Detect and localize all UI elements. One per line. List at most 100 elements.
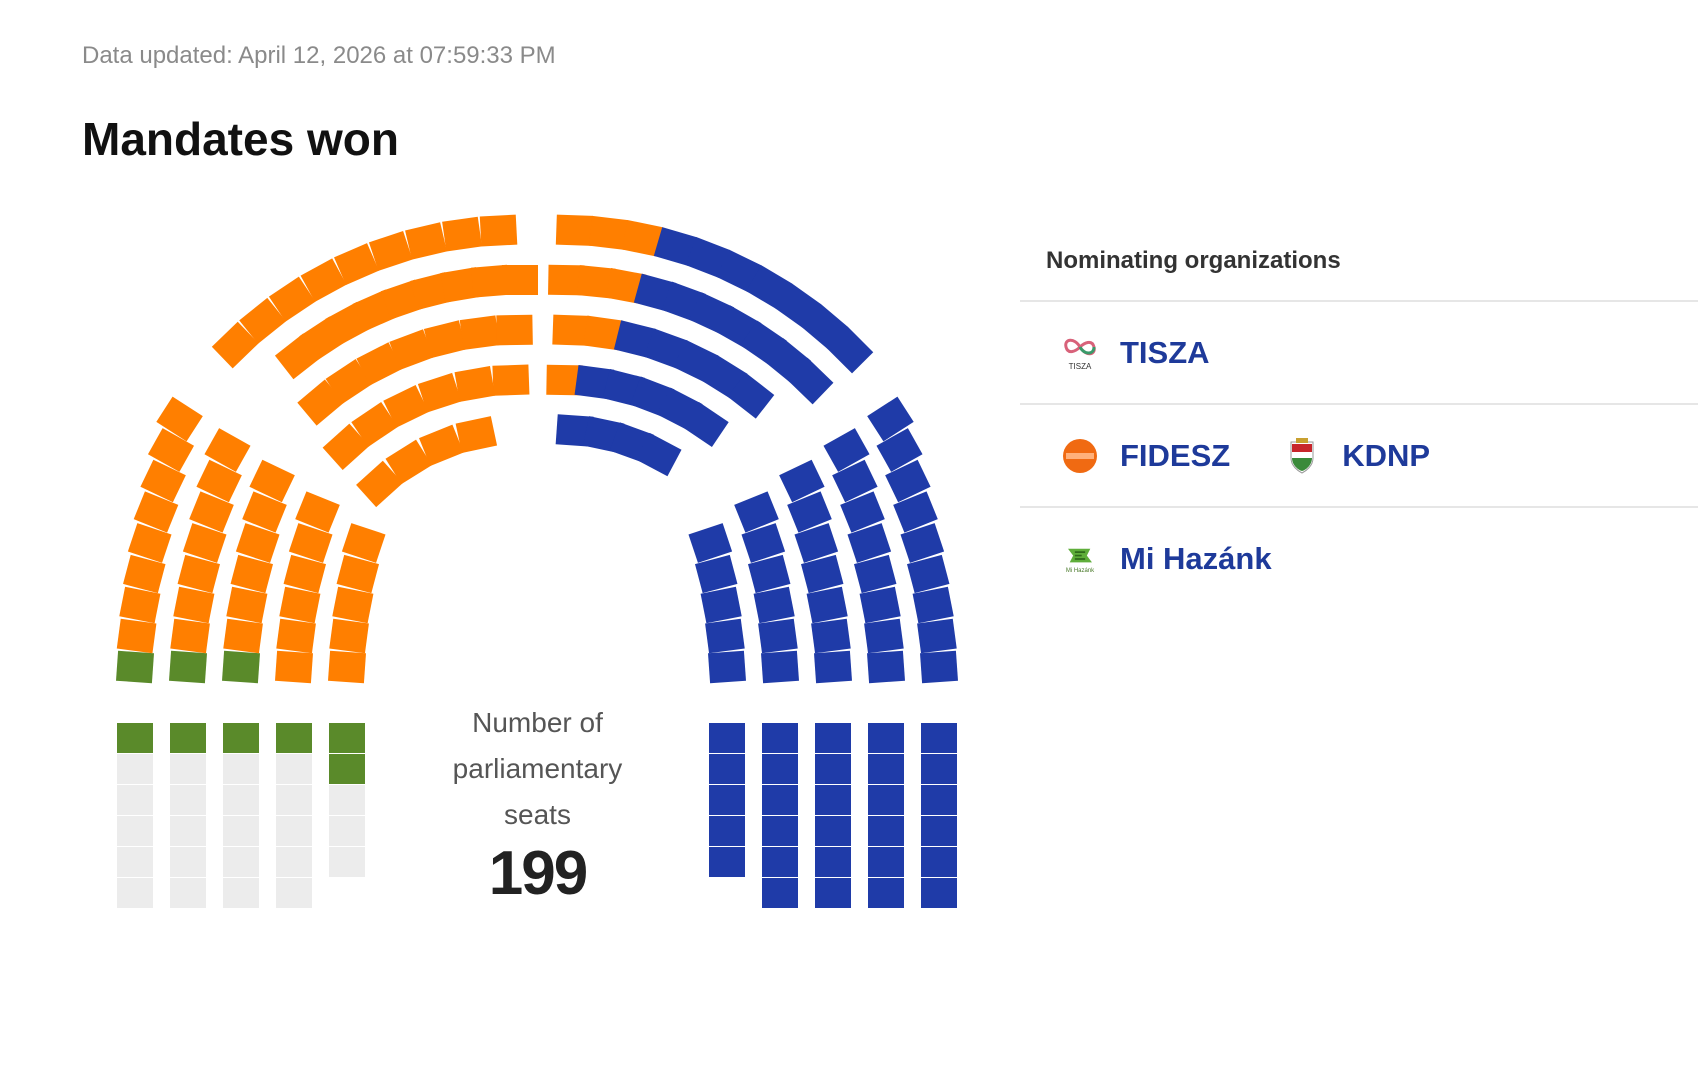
seat [576, 265, 616, 299]
seat [762, 847, 798, 877]
legend-row-fidesz-kdnp: FIDESZ KDNP [1020, 405, 1698, 508]
seat [786, 357, 834, 405]
seat [555, 214, 593, 246]
seats-total-label: Number of parliamentary seats [410, 700, 665, 838]
seat [823, 428, 870, 472]
seat [779, 459, 825, 503]
seat [196, 459, 242, 503]
seat [867, 396, 914, 442]
seat [329, 785, 365, 815]
kdnp-shield-logo-icon [1278, 436, 1326, 476]
seat [389, 329, 434, 370]
seat [734, 491, 779, 533]
seat [329, 847, 365, 877]
seat [221, 650, 261, 684]
seats-label-line: parliamentary [452, 753, 623, 784]
seat [170, 816, 206, 846]
seat [276, 785, 312, 815]
seat [440, 267, 481, 303]
seat [329, 618, 369, 654]
seat [170, 723, 206, 753]
legend-header: Nominating organizations [1020, 232, 1698, 302]
legend-row-mi-hazank: Mi Hazánk Mi Hazánk [1020, 508, 1698, 609]
seat [496, 314, 533, 346]
seat [853, 554, 897, 594]
seat [868, 785, 904, 815]
seat [230, 554, 274, 594]
seat [745, 265, 793, 310]
seat [847, 523, 892, 563]
page-title: Mandates won [82, 113, 399, 165]
org-name: KDNP [1342, 437, 1431, 473]
seat [182, 523, 227, 563]
seat [329, 723, 365, 753]
seat [117, 847, 153, 877]
seat [741, 523, 786, 563]
seat [492, 364, 530, 396]
seat [787, 491, 832, 533]
seat [351, 401, 398, 447]
seat [868, 878, 904, 908]
seat [117, 816, 153, 846]
seat [762, 785, 798, 815]
org-name: TISZA [1120, 334, 1210, 370]
seat [906, 554, 950, 594]
seat [117, 785, 153, 815]
seat [921, 754, 957, 784]
seat [279, 586, 321, 624]
svg-text:Mi Hazánk: Mi Hazánk [1066, 567, 1095, 573]
seat [613, 320, 657, 359]
seat [583, 315, 624, 351]
seat [502, 265, 538, 295]
seat [119, 586, 161, 624]
seat [274, 650, 314, 684]
seat [921, 785, 957, 815]
seat [826, 326, 874, 374]
mi-hazank-logo-icon: Mi Hazánk [1056, 539, 1104, 579]
seat [813, 650, 853, 684]
seat [866, 650, 906, 684]
seat [900, 523, 945, 563]
seat [885, 459, 931, 503]
seat [133, 491, 179, 533]
seat [329, 816, 365, 846]
seat [876, 428, 923, 472]
org-tisza-link[interactable]: TISZA TISZA [1056, 333, 1210, 373]
seat [123, 554, 166, 594]
seat [868, 816, 904, 846]
org-kdnp-link[interactable]: KDNP [1278, 436, 1430, 476]
seat [643, 328, 689, 369]
seat [276, 847, 312, 877]
org-mi-hazank-link[interactable]: Mi Hazánk Mi Hazánk [1056, 539, 1272, 579]
seat [840, 491, 885, 533]
seat [385, 439, 432, 485]
seat [921, 723, 957, 753]
nominating-organizations-legend: Nominating organizations TISZA TISZA FID… [1020, 232, 1698, 609]
seat [893, 491, 938, 533]
seat [479, 214, 518, 247]
seat [276, 816, 312, 846]
seat [694, 554, 738, 594]
data-updated-timestamp: Data updated: April 12, 2026 at 07:59:33… [82, 42, 556, 69]
seat [442, 216, 482, 252]
seat [762, 723, 798, 753]
seat [709, 816, 745, 846]
seat [815, 754, 851, 784]
seat [705, 618, 745, 654]
seat [859, 586, 901, 624]
org-name: FIDESZ [1120, 437, 1231, 473]
seat [168, 650, 208, 684]
seat [459, 315, 500, 350]
org-fidesz-link[interactable]: FIDESZ [1056, 436, 1230, 476]
seat [548, 264, 585, 296]
seat [709, 723, 745, 753]
seat [204, 428, 251, 472]
seat [173, 586, 215, 624]
seat [288, 523, 333, 563]
seat [921, 878, 957, 908]
seat [226, 586, 268, 624]
seat [917, 618, 957, 654]
seat [242, 491, 287, 533]
seat [868, 723, 904, 753]
seat [921, 816, 957, 846]
